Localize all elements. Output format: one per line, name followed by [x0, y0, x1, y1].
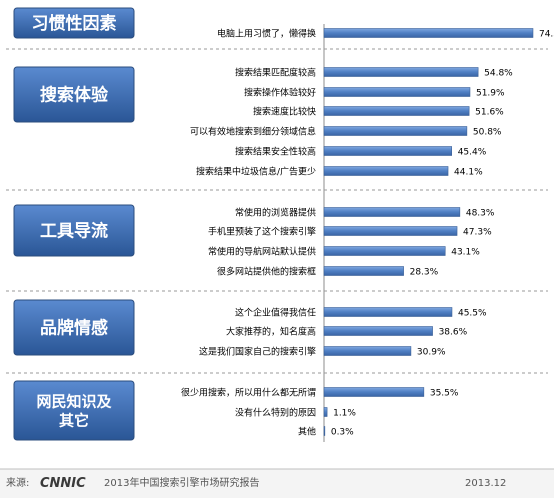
footer-source-prefix: 来源: — [6, 476, 29, 489]
chart-groups: 习惯性因素电脑上用习惯了，懒得换74.3%搜索体验搜索结果匹配度较高54.8%搜… — [6, 7, 554, 441]
bar-category-label: 很少用搜索，所以用什么都无所谓 — [181, 387, 316, 399]
bar — [323, 407, 328, 417]
bar — [323, 346, 412, 356]
bar — [323, 87, 471, 97]
bar — [323, 326, 433, 336]
bar — [323, 307, 453, 317]
footer: 来源: CNNIC 2013年中国搜索引擎市场研究报告 2013.12 — [0, 468, 554, 498]
bar-value-label: 51.9% — [476, 89, 505, 99]
bar-category-label: 很多网站提供他的搜索框 — [217, 266, 316, 278]
bar — [323, 426, 326, 436]
group-category-label: 搜索体验 — [40, 85, 109, 106]
bar-value-label: 45.5% — [458, 309, 487, 319]
bar-value-label: 44.1% — [454, 168, 483, 178]
bar-category-label: 搜索速度比较快 — [253, 106, 316, 118]
bar-value-label: 43.1% — [451, 248, 480, 258]
bar-category-label: 搜索结果安全性较高 — [235, 146, 316, 158]
group-category-box — [13, 380, 135, 441]
bar-category-label: 其他 — [298, 426, 316, 438]
bar-value-label: 0.3% — [331, 428, 354, 438]
bar — [323, 146, 452, 156]
bar — [323, 126, 468, 136]
bar-category-label: 这是我们国家自己的搜索引擎 — [199, 346, 316, 358]
group-category-box — [13, 7, 135, 39]
group-category-label: 习惯性因素 — [32, 13, 117, 34]
group-category-box — [13, 299, 135, 356]
bar-category-label: 常使用的浏览器提供 — [235, 207, 316, 219]
bar-category-label: 搜索结果匹配度较高 — [235, 67, 316, 79]
cnnic-logo: CNNIC — [40, 476, 86, 491]
bar-category-label: 这个企业值得我信任 — [235, 307, 316, 319]
bar-category-label: 搜索操作体验较好 — [244, 87, 316, 99]
group-category-box — [13, 204, 135, 257]
group-category-label: 品牌情感 — [40, 318, 108, 339]
footer-background — [0, 469, 554, 498]
group: 工具导流 常使用的浏览器提供 48.3% 手机里预装了这个搜索引擎 47.3% 常使用的导… — [13, 204, 495, 278]
bar-category-label: 搜索结果中垃圾信息/广告更少 — [196, 166, 316, 178]
group-category-label: 工具导流 — [40, 221, 108, 242]
bar-value-label: 30.9% — [417, 348, 446, 358]
group-category-label: 其它 — [59, 411, 89, 429]
bar-value-label: 48.3% — [466, 209, 495, 219]
bar-category-label: 常使用的导航网站默认提供 — [208, 246, 316, 258]
bar — [323, 28, 534, 38]
bar-value-label: 51.6% — [475, 108, 504, 118]
bar-value-label: 47.3% — [463, 228, 492, 238]
bar — [323, 246, 446, 256]
bar-category-label: 电脑上用习惯了，懒得换 — [217, 28, 316, 40]
bar — [323, 387, 425, 397]
bar-value-label: 50.8% — [473, 128, 502, 138]
bar-value-label: 54.8% — [484, 69, 513, 79]
bar-value-label: 45.4% — [458, 148, 487, 158]
group-category-box — [13, 66, 135, 123]
bar — [323, 166, 449, 176]
bar-category-label: 没有什么特别的原因 — [235, 407, 316, 419]
bar — [323, 106, 470, 116]
bar-value-label: 28.3% — [410, 268, 439, 278]
group: 搜索体验 搜索结果匹配度较高 54.8% 搜索操作体验较好 51.9% 搜索速度比较快 51… — [13, 66, 513, 178]
bar — [323, 207, 461, 217]
bar-value-label: 35.5% — [430, 389, 459, 399]
bar — [323, 67, 479, 77]
bar-value-label: 1.1% — [333, 409, 356, 419]
bar-value-label: 74.3% — [539, 30, 554, 40]
group: 品牌情感 这个企业值得我信任 45.5% 大家推荐的，知名度高 38.6% 这是我们国家自… — [13, 299, 487, 358]
bar-value-label: 38.6% — [439, 328, 468, 338]
bar-category-label: 手机里预装了这个搜索引擎 — [208, 226, 316, 238]
bar — [323, 226, 458, 236]
group-category-label: 网民知识及 — [36, 392, 112, 410]
bar-category-label: 大家推荐的，知名度高 — [226, 326, 316, 338]
footer-report-title: 2013年中国搜索引擎市场研究报告 — [104, 476, 259, 489]
bar — [323, 266, 404, 276]
footer-date: 2013.12 — [465, 478, 506, 489]
bar-category-label: 可以有效地搜索到细分领域信息 — [190, 126, 316, 138]
